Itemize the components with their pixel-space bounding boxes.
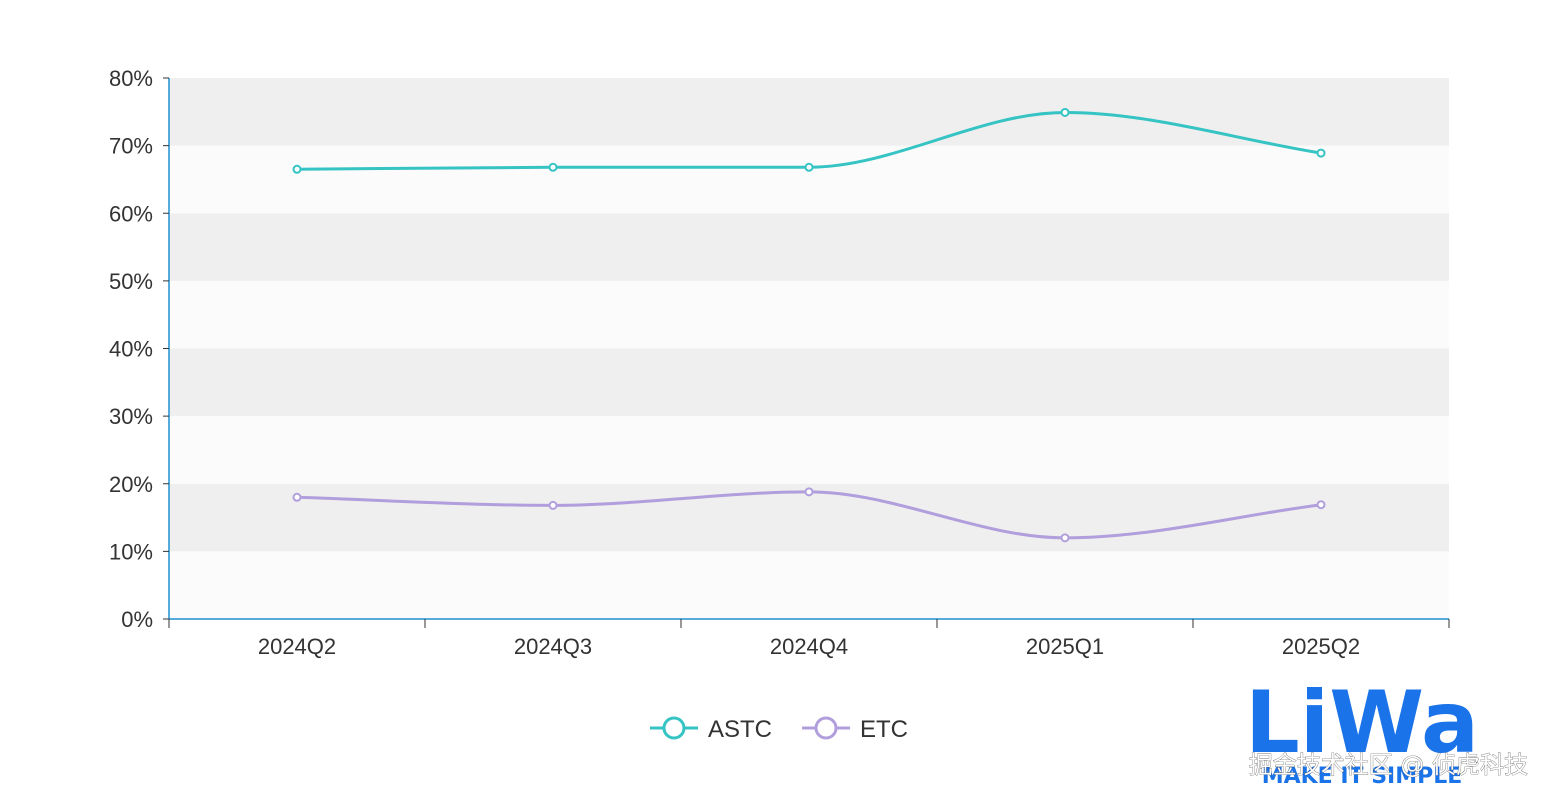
- x-axis-ticks: 2024Q2 2024Q3 2024Q4 2025Q1 2025Q2: [168, 619, 1450, 659]
- y-tick-label: 60%: [109, 201, 153, 226]
- grid-band: [169, 416, 1449, 484]
- legend-item-etc[interactable]: ETC: [802, 716, 908, 743]
- data-point-etc[interactable]: [548, 500, 558, 510]
- y-tick-label: 40%: [109, 337, 153, 362]
- data-point-astc[interactable]: [1316, 148, 1326, 158]
- x-tick-label: 2024Q4: [770, 634, 848, 659]
- x-tick-label: 2024Q3: [514, 634, 592, 659]
- legend-marker: [662, 716, 686, 740]
- data-point-astc[interactable]: [804, 162, 814, 172]
- watermark-logo: LiWa: [1245, 673, 1479, 773]
- x-tick-label: 2024Q2: [258, 634, 336, 659]
- y-tick-label: 70%: [109, 134, 153, 159]
- data-point-astc[interactable]: [1060, 107, 1070, 117]
- grid-band: [169, 145, 1449, 214]
- data-point-etc[interactable]: [1316, 500, 1326, 510]
- data-point-etc[interactable]: [804, 487, 814, 497]
- watermark: LiWa MAKE IT SIMPLE 掘金技术社区 @ 侦虎科技: [1245, 673, 1528, 789]
- grid-bands: [169, 78, 1449, 619]
- data-point-etc[interactable]: [1060, 533, 1070, 543]
- data-point-astc[interactable]: [292, 164, 302, 174]
- y-tick-label: 10%: [109, 539, 153, 564]
- legend-marker: [814, 716, 838, 740]
- grid-band: [169, 78, 1449, 146]
- legend-item-astc[interactable]: ASTC: [650, 716, 772, 743]
- data-point-etc[interactable]: [292, 492, 302, 502]
- x-tick-label: 2025Q2: [1282, 634, 1360, 659]
- y-axis-ticks: 0% 10% 20% 30% 40% 50% 60% 70% 80%: [109, 66, 169, 632]
- data-point-astc[interactable]: [548, 162, 558, 172]
- legend-label: ASTC: [708, 716, 772, 743]
- grid-band: [169, 213, 1449, 281]
- y-tick-label: 30%: [109, 404, 153, 429]
- legend[interactable]: ASTC ETC: [650, 716, 908, 743]
- watermark-caption: 掘金技术社区 @ 侦虎科技: [1249, 751, 1528, 779]
- grid-band: [169, 551, 1449, 619]
- x-tick-label: 2025Q1: [1026, 634, 1104, 659]
- series-points: [292, 107, 1326, 543]
- watermark-logo-subtitle: MAKE IT SIMPLE: [1262, 764, 1463, 789]
- y-tick-label: 80%: [109, 66, 153, 91]
- legend-label: ETC: [860, 716, 908, 743]
- y-tick-label: 0%: [121, 607, 153, 632]
- y-tick-label: 50%: [109, 269, 153, 294]
- grid-band: [169, 280, 1449, 349]
- y-tick-label: 20%: [109, 472, 153, 497]
- grid-band: [169, 348, 1449, 417]
